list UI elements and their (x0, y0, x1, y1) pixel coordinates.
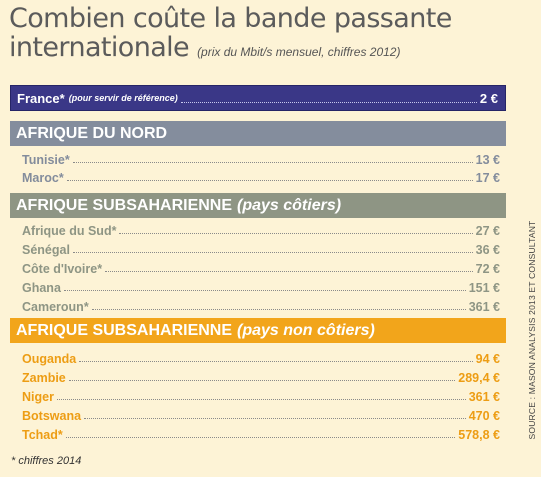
country-label: Maroc* (22, 171, 64, 185)
source-credit: SOURCE : MASON ANALYSIS 2013 ET CONSULTA… (526, 210, 537, 450)
section-title: AFRIQUE DU NORD (16, 124, 168, 142)
country-label: Afrique du Sud* (22, 224, 117, 238)
table-row: Tunisie* 13 € (22, 149, 500, 167)
table-row: Tchad* 578,8 € (22, 424, 500, 442)
table-row: Côte d'Ivoire* 72 € (22, 258, 500, 276)
title-line-2: internationale (9, 32, 190, 63)
price-value: 13 € (475, 153, 500, 167)
dotted-leader (84, 418, 466, 419)
price-value: 151 € (468, 281, 500, 295)
country-label: Tunisie* (22, 153, 70, 167)
table-row: Zambie 289,4 € (22, 367, 500, 385)
dotted-leader (180, 101, 477, 103)
price-value: 27 € (475, 224, 500, 238)
price-value: 36 € (475, 243, 500, 257)
price-value: 94 € (475, 352, 500, 366)
dotted-leader (91, 309, 466, 310)
section-title: AFRIQUE SUBSAHARIENNE (16, 321, 233, 339)
dotted-leader (79, 361, 473, 362)
dotted-leader (56, 399, 466, 400)
table-row: Afrique du Sud* 27 € (22, 220, 500, 238)
dotted-leader (119, 233, 473, 234)
section-title-qualifier: (pays côtiers) (237, 196, 342, 214)
table-row: Ghana 151 € (22, 277, 500, 295)
section-header-subsaharienne-cotiers: AFRIQUE SUBSAHARIENNE (pays côtiers) (10, 193, 506, 218)
country-label: Sénégal (22, 243, 70, 257)
country-label: Zambie (22, 371, 66, 385)
price-value: 72 € (475, 262, 500, 276)
country-label: Côte d'Ivoire* (22, 262, 103, 276)
table-row: Sénégal 36 € (22, 239, 500, 257)
section-title: AFRIQUE SUBSAHARIENNE (16, 196, 233, 214)
dotted-leader (72, 162, 473, 163)
chart-title: Combien coûte la bande passante internat… (9, 4, 529, 67)
price-value: 578,8 € (458, 428, 500, 442)
table-row: Botswana 470 € (22, 405, 500, 423)
section-header-afrique-du-nord: AFRIQUE DU NORD (10, 121, 506, 146)
chart-subtitle: (prix du Mbit/s mensuel, chiffres 2012) (197, 45, 401, 59)
title-line-1: Combien coûte la bande passante (9, 3, 452, 34)
country-label: Tchad* (22, 428, 63, 442)
country-label: Niger (22, 390, 54, 404)
source-text: SOURCE : MASON ANALYSIS 2013 ET CONSULTA… (526, 220, 537, 440)
price-value: 470 € (468, 409, 500, 423)
dotted-leader (66, 180, 473, 181)
reference-label: France* (17, 90, 65, 106)
reference-note: (pour servir de référence) (68, 93, 178, 103)
footnote: * chiffres 2014 (11, 455, 82, 467)
reference-value: 2 € (479, 90, 498, 106)
dotted-leader (65, 437, 456, 438)
dotted-leader (72, 252, 473, 253)
table-row: Ouganda 94 € (22, 348, 500, 366)
table-row: Maroc* 17 € (22, 167, 500, 185)
country-label: Botswana (22, 409, 82, 423)
reference-row-france: France* (pour servir de référence) 2 € (10, 85, 506, 111)
country-label: Ouganda (22, 352, 77, 366)
dotted-leader (68, 380, 456, 381)
dotted-leader (63, 290, 466, 291)
price-value: 361 € (468, 300, 500, 314)
country-label: Ghana (22, 281, 61, 295)
price-value: 361 € (468, 390, 500, 404)
table-row: Cameroun* 361 € (22, 296, 500, 314)
country-label: Cameroun* (22, 300, 89, 314)
section-title-qualifier: (pays non côtiers) (237, 321, 375, 339)
price-value: 289,4 € (458, 371, 500, 385)
price-value: 17 € (475, 171, 500, 185)
table-row: Niger 361 € (22, 386, 500, 404)
section-header-subsaharienne-non-cotiers: AFRIQUE SUBSAHARIENNE (pays non côtiers) (10, 318, 506, 343)
dotted-leader (105, 271, 473, 272)
